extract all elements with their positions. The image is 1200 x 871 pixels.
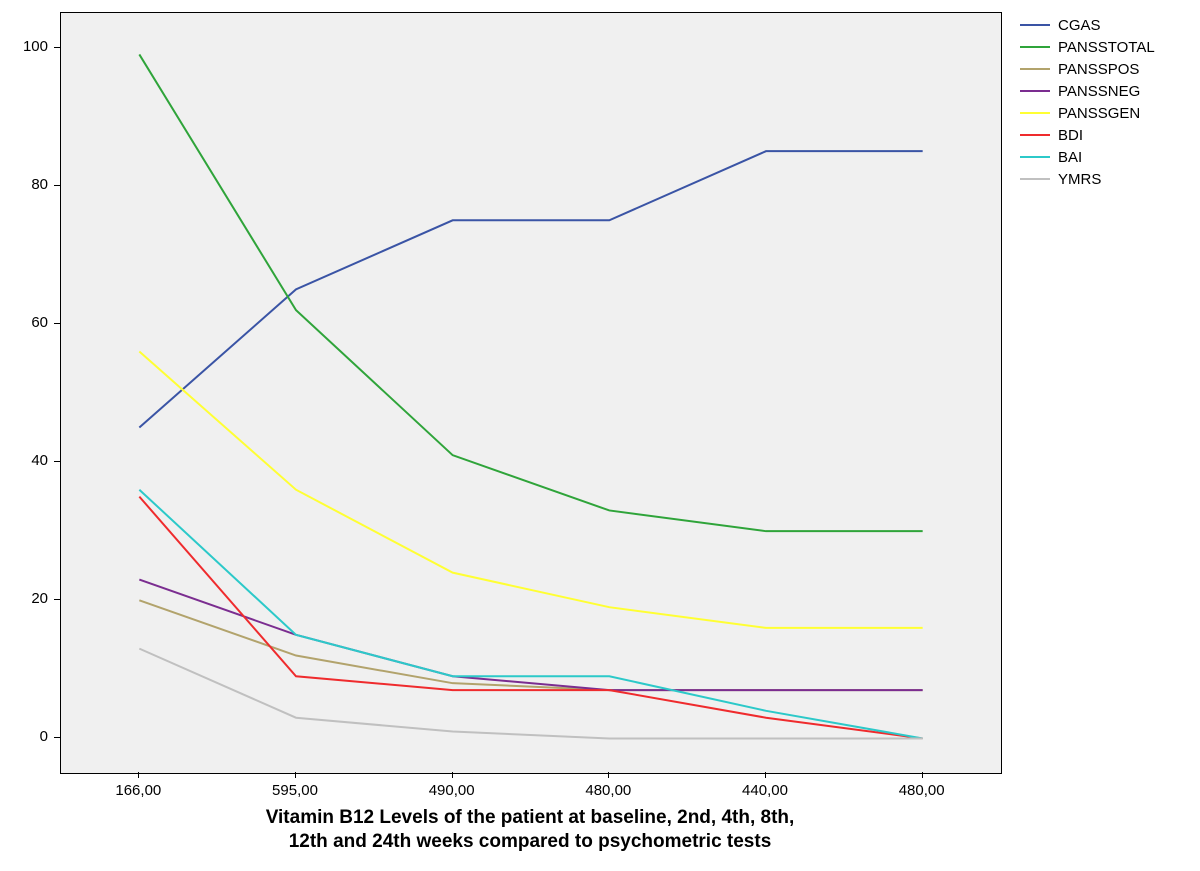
legend-label: BDI (1058, 127, 1083, 144)
legend-label: YMRS (1058, 171, 1101, 188)
legend-swatch (1020, 112, 1050, 114)
x-tick-label: 490,00 (412, 782, 492, 799)
legend-swatch (1020, 90, 1050, 92)
legend-item-pansstotal: PANSSTOTAL (1020, 36, 1155, 58)
y-tick (54, 461, 60, 462)
y-tick-label: 100 (0, 38, 48, 55)
legend-label: PANSSGEN (1058, 105, 1140, 122)
series-cgas (139, 151, 922, 427)
series-bdi (139, 497, 922, 739)
legend-swatch (1020, 156, 1050, 158)
legend-swatch (1020, 134, 1050, 136)
x-tick (138, 772, 139, 778)
legend-item-bai: BAI (1020, 146, 1155, 168)
legend-item-panssneg: PANSSNEG (1020, 80, 1155, 102)
legend-item-ymrs: YMRS (1020, 168, 1155, 190)
y-tick-label: 0 (0, 728, 48, 745)
x-tick-label: 440,00 (725, 782, 805, 799)
chart-container: 0 20 40 60 80 100 166,00 595,00 490,00 480,00 440… (0, 0, 1200, 871)
legend-swatch (1020, 178, 1050, 180)
legend-label: PANSSNEG (1058, 83, 1140, 100)
x-tick (922, 772, 923, 778)
x-tick (608, 772, 609, 778)
x-tick (765, 772, 766, 778)
series-pansstotal (139, 54, 922, 531)
legend-item-bdi: BDI (1020, 124, 1155, 146)
plot-svg (61, 13, 1001, 773)
y-tick-label: 60 (0, 314, 48, 331)
legend-label: CGAS (1058, 17, 1101, 34)
y-tick (54, 599, 60, 600)
legend-item-pansspos: PANSSPOS (1020, 58, 1155, 80)
y-tick (54, 185, 60, 186)
series-panssneg (139, 580, 922, 691)
series-panssgen (139, 352, 922, 628)
legend-label: PANSSPOS (1058, 61, 1139, 78)
y-tick-label: 40 (0, 452, 48, 469)
x-tick-label: 480,00 (882, 782, 962, 799)
series-ymrs (139, 649, 922, 739)
y-tick-label: 80 (0, 176, 48, 193)
x-tick-label: 166,00 (98, 782, 178, 799)
x-tick (295, 772, 296, 778)
y-tick (54, 47, 60, 48)
y-tick (54, 737, 60, 738)
legend-item-cgas: CGAS (1020, 14, 1155, 36)
legend: CGAS PANSSTOTAL PANSSPOS PANSSNEG PANSSGEN BD… (1020, 14, 1155, 190)
x-tick-label: 480,00 (568, 782, 648, 799)
legend-label: BAI (1058, 149, 1082, 166)
y-tick (54, 323, 60, 324)
x-tick-label: 595,00 (255, 782, 335, 799)
plot-area (60, 12, 1002, 774)
legend-swatch (1020, 68, 1050, 70)
y-tick-label: 20 (0, 590, 48, 607)
x-tick (452, 772, 453, 778)
legend-label: PANSSTOTAL (1058, 39, 1155, 56)
x-axis-title: Vitamin B12 Levels of the patient at bas… (60, 806, 1000, 854)
legend-swatch (1020, 24, 1050, 26)
legend-swatch (1020, 46, 1050, 48)
legend-item-panssgen: PANSSGEN (1020, 102, 1155, 124)
